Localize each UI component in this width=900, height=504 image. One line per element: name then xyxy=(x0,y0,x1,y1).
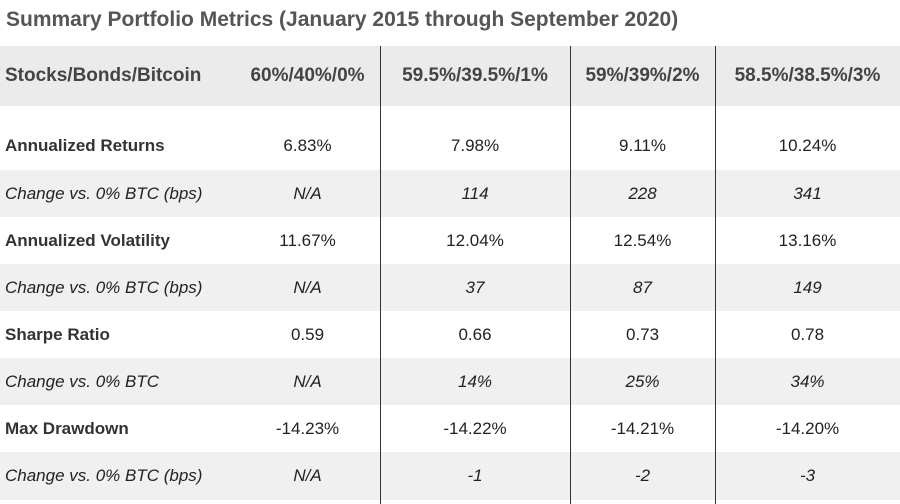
table-header: Stocks/Bonds/Bitcoin 60%/40%/0% 59.5%/39… xyxy=(0,46,900,106)
row-value-col-3: 25% xyxy=(625,371,660,391)
row-value-col-4: 341 xyxy=(793,183,822,203)
row-label: Change vs. 0% BTC xyxy=(5,371,160,391)
row-value-col-4: -14.20% xyxy=(775,418,840,438)
header-col-3: 59%/39%/2% xyxy=(585,65,700,86)
table-row-sharpe-ratio: Sharpe Ratio 0.59 0.66 0.73 0.78 xyxy=(0,311,900,358)
row-value-col-4: 34% xyxy=(790,371,825,391)
row-value-col-2: 14% xyxy=(457,371,493,391)
row-value-col-3: -14.21% xyxy=(610,418,675,438)
table-row-volatility-change: Change vs. 0% BTC (bps) N/A 37 87 149 xyxy=(0,264,900,311)
header-col-4: 58.5%/38.5%/3% xyxy=(734,65,881,86)
row-value-col-1: 11.67% xyxy=(279,230,336,250)
row-label: Change vs. 0% BTC (bps) xyxy=(5,277,203,297)
row-value-col-2: 0.66 xyxy=(458,324,492,344)
row-value-col-2: 7.98% xyxy=(450,136,500,155)
table-row-annualized-returns: Annualized Returns 6.83% 7.98% 9.11% 10.… xyxy=(0,122,900,170)
row-value-col-2: -14.22% xyxy=(443,418,507,438)
row-value-col-4: 0.78 xyxy=(790,324,825,344)
row-label: Max Drawdown xyxy=(5,418,129,438)
row-value-col-1: N/A xyxy=(293,277,322,297)
row-value-col-4: 10.24% xyxy=(778,136,837,155)
row-value-col-2: 37 xyxy=(465,277,485,297)
table-row-returns-change: Change vs. 0% BTC (bps) N/A 114 228 341 xyxy=(0,170,900,217)
row-label: Sharpe Ratio xyxy=(5,324,110,344)
row-value-col-4: 149 xyxy=(793,277,822,297)
row-value-col-4: -3 xyxy=(799,466,816,485)
row-value-col-3: 12.54% xyxy=(613,230,672,250)
row-value-col-3: 87 xyxy=(633,277,652,297)
row-value-col-2: -1 xyxy=(467,466,483,485)
row-value-col-3: 228 xyxy=(628,183,657,203)
row-value-col-1: -14.23% xyxy=(275,418,340,438)
column-divider xyxy=(380,46,381,504)
row-value-col-1: N/A xyxy=(293,371,322,391)
row-value-col-1: N/A xyxy=(293,466,322,485)
row-value-col-4: 13.16% xyxy=(778,230,837,250)
row-value-col-1: 6.83% xyxy=(283,136,332,155)
header-portfolio-label: Stocks/Bonds/Bitcoin xyxy=(5,65,202,86)
row-value-col-2: 12.04% xyxy=(446,230,504,250)
row-label: Annualized Volatility xyxy=(5,230,170,250)
table-row-drawdown-change: Change vs. 0% BTC (bps) N/A -1 -2 -3 xyxy=(0,452,900,500)
header-col-2: 59.5%/39.5%/1% xyxy=(402,65,548,86)
column-divider xyxy=(570,46,571,504)
row-value-col-3: -2 xyxy=(634,466,651,485)
row-value-col-1: 0.59 xyxy=(290,324,325,344)
table-row-sharpe-change: Change vs. 0% BTC N/A 14% 25% 34% xyxy=(0,358,900,405)
header-col-1: 60%/40%/0% xyxy=(250,65,365,86)
table-row-annualized-volatility: Annualized Volatility 11.67% 12.04% 12.5… xyxy=(0,217,900,264)
page-title: Summary Portfolio Metrics (January 2015 … xyxy=(6,8,679,31)
row-label: Annualized Returns xyxy=(5,136,165,155)
row-label: Change vs. 0% BTC (bps) xyxy=(5,466,203,485)
row-value-col-2: 114 xyxy=(461,183,489,203)
table-row-max-drawdown: Max Drawdown -14.23% -14.22% -14.21% -14… xyxy=(0,405,900,452)
row-label: Change vs. 0% BTC (bps) xyxy=(5,183,203,203)
row-value-col-1: N/A xyxy=(293,183,322,203)
column-divider xyxy=(715,46,716,504)
metrics-table: Stocks/Bonds/Bitcoin 60%/40%/0% 59.5%/39… xyxy=(0,46,900,504)
row-value-col-3: 0.73 xyxy=(625,324,660,344)
row-value-col-3: 9.11% xyxy=(619,136,666,155)
